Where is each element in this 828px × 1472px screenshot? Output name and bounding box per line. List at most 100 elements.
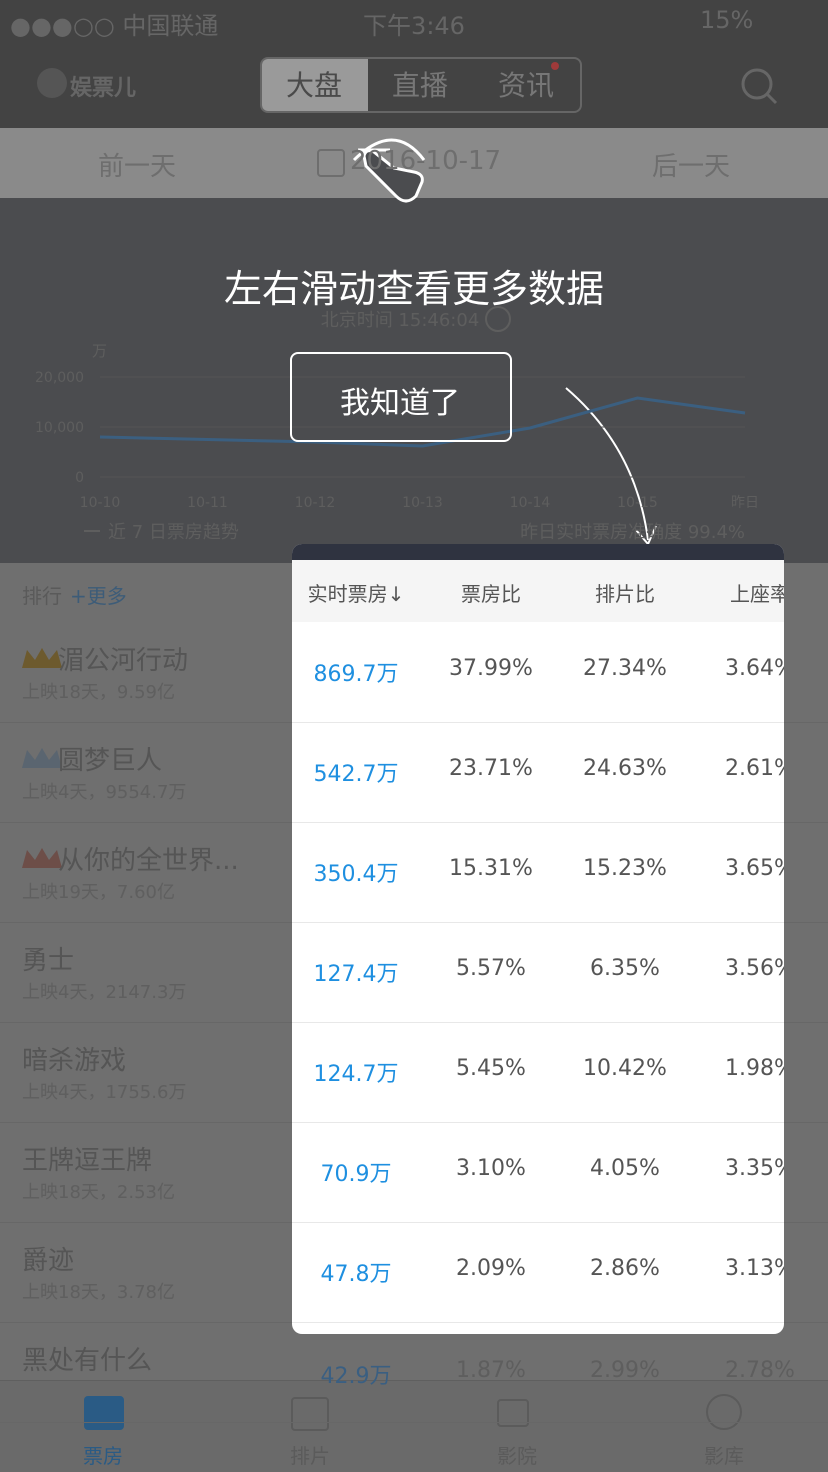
- y-tick-label: 20,000: [35, 370, 84, 386]
- table-cell: 70.9万: [320, 1162, 392, 1187]
- table-cell: 127.4万: [313, 962, 399, 987]
- next-day[interactable]: 后一天: [652, 152, 731, 182]
- table-cell: 42.9万: [320, 1364, 392, 1389]
- table-cell: 3.56%: [725, 956, 784, 981]
- table-cell: 37.99%: [449, 656, 533, 681]
- table-cell: 24.63%: [583, 756, 667, 781]
- table-cell: 3.64%: [725, 656, 784, 681]
- header: [0, 0, 828, 128]
- movie-name[interactable]: 暗杀游戏: [22, 1046, 127, 1076]
- column-header[interactable]: 票房比: [461, 582, 521, 606]
- clock: 下午3:46: [363, 12, 465, 40]
- dismiss-button[interactable]: 我知道了: [340, 386, 460, 421]
- tab-label[interactable]: 排片: [290, 1444, 330, 1468]
- table-cell: 542.7万: [313, 762, 399, 787]
- x-tick-label: 10-15: [617, 495, 658, 511]
- x-tick-label: 10-11: [187, 495, 228, 511]
- hand-gesture: [352, 138, 426, 162]
- movie-info: 上映4天，9554.7万: [22, 782, 187, 803]
- table-cell: 5.45%: [456, 1056, 526, 1081]
- movie-info: 上映4天，2147.3万: [22, 982, 187, 1003]
- table-cell: 1.87%: [456, 1358, 526, 1383]
- y-tick-label: 10,000: [35, 420, 84, 436]
- table-cell: 27.34%: [583, 656, 667, 681]
- ranking-title: 排行: [22, 584, 62, 608]
- tab-icon: [706, 1394, 742, 1430]
- table-divider: [292, 1022, 784, 1023]
- table-divider: [292, 1322, 784, 1323]
- x-tick-label: 10-14: [510, 495, 551, 511]
- beijing-time: 北京时间 15:46:04: [320, 310, 480, 331]
- hint-arrow: [565, 387, 649, 541]
- table-cell: 2.61%: [725, 756, 784, 781]
- summary-area: [0, 198, 828, 563]
- crown: [22, 848, 62, 868]
- movie-name[interactable]: 爵迹: [22, 1246, 75, 1276]
- search-icon: [765, 92, 778, 105]
- table-divider: [292, 1122, 784, 1123]
- logo-icon: [37, 68, 67, 98]
- table-cell: 15.23%: [583, 856, 667, 881]
- x-tick-label: 昨日: [731, 495, 759, 511]
- trend-line: [99, 396, 746, 448]
- movie-info: 上映19天，7.60亿: [22, 882, 175, 903]
- hand-gesture: [362, 149, 424, 203]
- tab-label[interactable]: 票房: [83, 1444, 123, 1468]
- card-top: [292, 544, 784, 560]
- search-icon: [741, 68, 773, 100]
- x-tick-label: 10-13: [402, 495, 443, 511]
- crown: [22, 648, 62, 668]
- movie-info: 上映4天，1755.6万: [22, 1082, 187, 1103]
- battery: 15%: [700, 6, 754, 34]
- movie-name[interactable]: 湄公河行动: [58, 646, 189, 676]
- table-cell: 47.8万: [320, 1262, 392, 1287]
- table-cell: 2.09%: [456, 1256, 526, 1281]
- movie-info: 上映18天，9.59亿: [22, 682, 175, 703]
- table-cell: 3.10%: [456, 1156, 526, 1181]
- nav-tab[interactable]: 资讯: [497, 69, 555, 102]
- carrier: ●●●○○ 中国联通: [10, 12, 219, 40]
- table-header: [292, 560, 784, 622]
- prev-day[interactable]: 前一天: [98, 152, 177, 182]
- table-cell: 3.13%: [725, 1256, 784, 1281]
- data-card: 869.7万 37.99% 27.34% 3.64% 542.7万 23.71% 24.63…: [292, 544, 784, 1334]
- info-icon: [485, 306, 511, 332]
- dismiss-button-frame[interactable]: [290, 352, 512, 442]
- movie-name[interactable]: 圆梦巨人: [58, 746, 163, 776]
- y-tick-label: 0: [75, 470, 84, 486]
- calendar-icon: [317, 149, 345, 177]
- tab-label[interactable]: 影院: [497, 1444, 537, 1468]
- table-cell: 4.05%: [590, 1156, 660, 1181]
- ranking-more[interactable]: +更多: [70, 584, 127, 608]
- chart-unit: 万: [92, 342, 107, 360]
- column-header[interactable]: 实时票房↓: [307, 582, 405, 606]
- tab-icon: [291, 1397, 329, 1431]
- movie-info: 上映18天，3.78亿: [22, 1282, 175, 1303]
- table-cell: 3.35%: [725, 1156, 784, 1181]
- movie-name[interactable]: 勇士: [22, 946, 75, 976]
- table-cell: 3.65%: [725, 856, 784, 881]
- movie-info: 上映18天，2.53亿: [22, 1182, 175, 1203]
- movie-name[interactable]: 王牌逗王牌: [22, 1146, 153, 1176]
- table-cell: 869.7万: [313, 662, 399, 687]
- nav-tab[interactable]: 大盘: [285, 69, 343, 102]
- date[interactable]: 2016-10-17: [350, 146, 502, 176]
- column-header[interactable]: 排片比: [595, 582, 655, 606]
- legend-label: 近 7 日票房趋势: [108, 522, 239, 543]
- movie-name[interactable]: 黑处有什么: [22, 1346, 153, 1376]
- table-cell: 2.78%: [725, 1358, 795, 1383]
- column-header[interactable]: 上座率: [730, 582, 784, 606]
- overlay-hint: 左右滑动查看更多数据: [223, 267, 605, 311]
- table-cell: 2.86%: [590, 1256, 660, 1281]
- logo: 娱票儿: [70, 76, 137, 101]
- movie-name[interactable]: 从你的全世界...: [58, 846, 239, 876]
- nav-tab[interactable]: 直播: [391, 69, 449, 102]
- table-divider: [292, 1222, 784, 1223]
- x-tick-label: 10-10: [80, 495, 121, 511]
- table-cell: 15.31%: [449, 856, 533, 881]
- table-cell: 350.4万: [313, 862, 399, 887]
- tab-label[interactable]: 影库: [704, 1444, 744, 1468]
- tabbar: [0, 1380, 828, 1472]
